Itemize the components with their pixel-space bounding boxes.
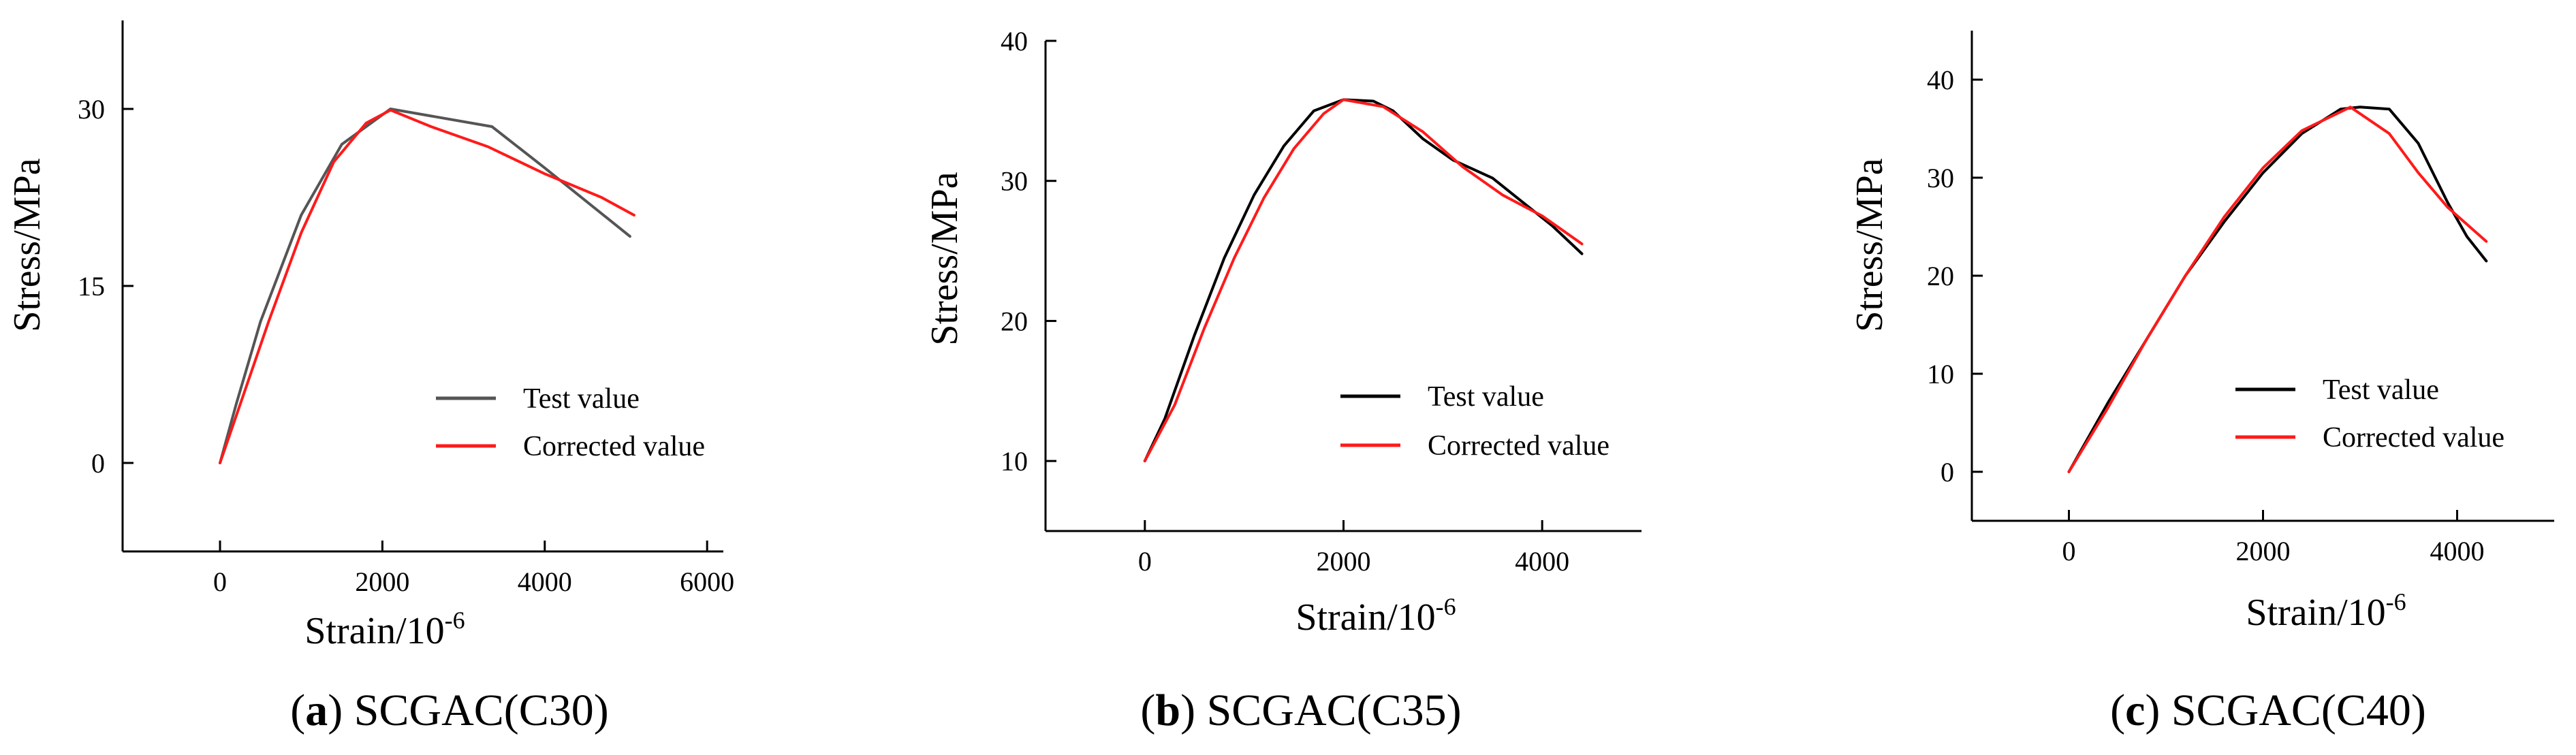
caption-open: ( <box>1140 686 1155 735</box>
y-axis-label: Stress/MPa <box>6 158 48 332</box>
y-tick-label: 30 <box>1001 166 1028 197</box>
caption-letter: c <box>2125 686 2145 735</box>
x-tick-label: 6000 <box>680 566 734 597</box>
panel-caption: (b) SCGAC(C35) <box>1140 686 1461 735</box>
legend: Test value Corrected value <box>2235 374 2504 453</box>
legend-label-corrected: Corrected value <box>2323 422 2504 453</box>
chart-panel-c: 0 10 20 30 40 0 2000 4000 Stress/MPa Strain/10-6 T… <box>1849 31 2554 735</box>
x-axis-label-base: Strain/10 <box>304 610 444 652</box>
corrected-value-line <box>2067 106 2488 473</box>
caption-text: SCGAC(C40) <box>2171 686 2426 735</box>
x-tick-label: 2000 <box>1317 546 1371 577</box>
legend-label-test: Test value <box>523 383 640 415</box>
caption-open: ( <box>290 686 305 735</box>
y-tick-label: 40 <box>1927 65 1954 95</box>
caption-letter: b <box>1155 686 1180 735</box>
x-tick-label: 4000 <box>2430 536 2485 566</box>
x-axis-label-base: Strain/10 <box>2246 592 2385 634</box>
y-tick-label: 15 <box>78 271 105 302</box>
y-tick-label: 0 <box>91 448 105 479</box>
x-tick-label: 0 <box>1138 546 1152 577</box>
legend-label-test: Test value <box>1428 381 1544 413</box>
test-value-line <box>2067 106 2488 473</box>
y-tick-label: 20 <box>1927 261 1954 291</box>
legend-label-corrected: Corrected value <box>523 431 705 462</box>
caption-open: ( <box>2110 686 2125 735</box>
y-tick-label: 20 <box>1001 306 1028 336</box>
chart-panel-a: 0 15 30 0 2000 4000 6000 Stress/MPa Strain/10-6 T… <box>6 20 734 735</box>
y-axis-label: Stress/MPa <box>924 172 966 345</box>
caption-close: ) <box>1180 686 1206 735</box>
x-axis-label: Strain/10-6 <box>1295 593 1456 639</box>
x-tick-label: 0 <box>2062 536 2076 566</box>
caption-close: ) <box>328 686 354 735</box>
x-tick-label: 0 <box>213 566 227 597</box>
x-tick-label: 4000 <box>518 566 572 597</box>
test-value-line <box>1143 98 1584 463</box>
x-tick-label: 2000 <box>355 566 409 597</box>
y-tick-label: 30 <box>78 94 105 125</box>
caption-close: ) <box>2145 686 2171 735</box>
caption-text: SCGAC(C35) <box>1207 686 1462 735</box>
y-tick-label: 0 <box>1941 457 1954 487</box>
panel-caption: (a) SCGAC(C30) <box>290 686 609 735</box>
x-axis-label-base: Strain/10 <box>1295 596 1435 639</box>
x-tick-label: 2000 <box>2236 536 2291 566</box>
legend: Test value Corrected value <box>1340 381 1609 462</box>
legend-label-test: Test value <box>2323 374 2439 406</box>
x-axis-label-exponent: -6 <box>445 607 465 634</box>
legend: Test value Corrected value <box>436 383 705 462</box>
chart-panel-b: 10 20 30 40 0 2000 4000 Stress/MPa Strain/10-6 Te… <box>924 26 1642 735</box>
y-tick-label: 10 <box>1927 359 1954 389</box>
y-tick-label: 10 <box>1001 446 1028 477</box>
x-axis-label: Strain/10-6 <box>304 607 465 652</box>
corrected-value-line <box>1143 98 1584 463</box>
test-value-line <box>219 108 631 464</box>
panel-caption: (c) SCGAC(C40) <box>2110 686 2426 735</box>
y-tick-label: 30 <box>1927 163 1954 193</box>
caption-text: SCGAC(C30) <box>354 686 609 735</box>
caption-letter: a <box>305 686 328 735</box>
y-axis-label: Stress/MPa <box>1849 158 1891 332</box>
x-axis-label: Strain/10-6 <box>2246 588 2406 634</box>
x-axis-label-exponent: -6 <box>1436 593 1456 620</box>
y-tick-label: 40 <box>1001 26 1028 57</box>
corrected-value-line <box>219 108 635 464</box>
x-tick-label: 4000 <box>1515 546 1569 577</box>
legend-label-corrected: Corrected value <box>1428 430 1609 462</box>
x-axis-label-exponent: -6 <box>2386 588 2406 615</box>
